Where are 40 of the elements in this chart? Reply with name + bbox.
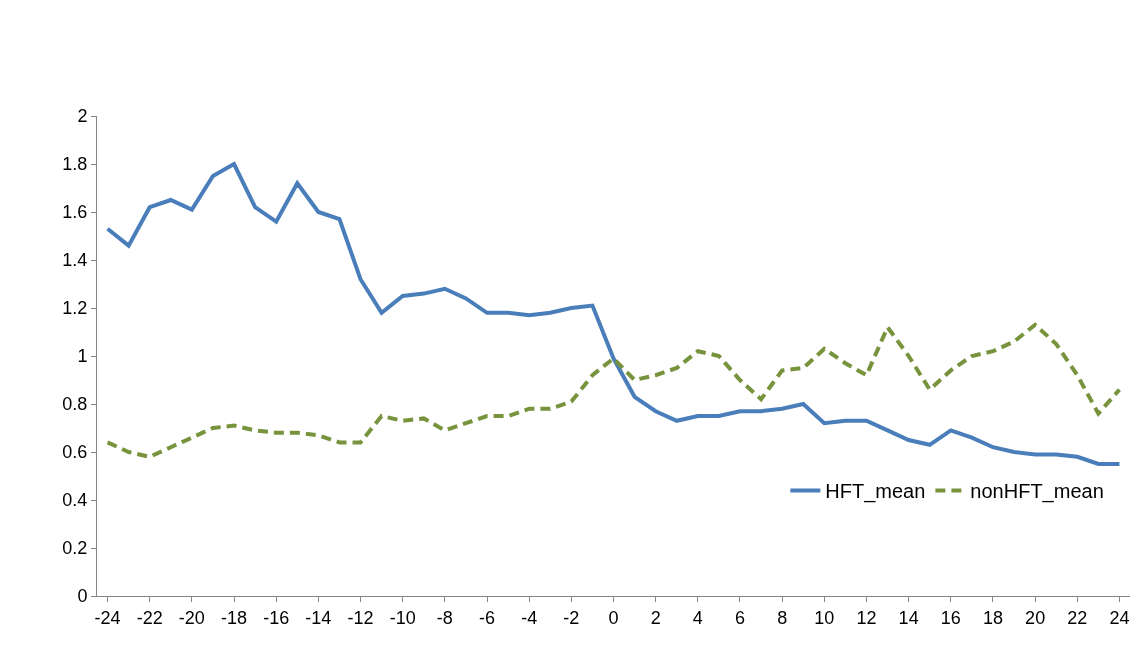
x-tick-label: 14 — [898, 607, 919, 628]
x-tick-label: 22 — [1067, 607, 1088, 628]
x-tick-label: -8 — [436, 607, 453, 628]
x-tick-label: 2 — [650, 607, 661, 628]
y-tick-label: 0.8 — [62, 394, 88, 415]
x-tick-label: 8 — [777, 607, 788, 628]
x-tick-label: 24 — [1109, 607, 1130, 628]
x-tick-label: -24 — [94, 607, 121, 628]
y-tick-label: 0.4 — [62, 490, 88, 511]
legend-label: HFT_mean — [825, 480, 926, 504]
x-tick-label: 0 — [608, 607, 619, 628]
x-tick-label: -14 — [305, 607, 332, 628]
x-tick-label: -12 — [347, 607, 374, 628]
y-tick-label: 1.4 — [62, 250, 88, 271]
line-series — [105, 322, 1122, 459]
y-tick-label: 1.2 — [62, 298, 88, 319]
x-tick-label: 16 — [940, 607, 961, 628]
x-tick-label: 12 — [856, 607, 877, 628]
x-tick-label: 18 — [982, 607, 1003, 628]
y-tick-label: 0 — [77, 586, 88, 607]
x-tick-label: 20 — [1025, 607, 1046, 628]
legend-label: nonHFT_mean — [970, 480, 1104, 504]
y-tick-label: 2 — [77, 106, 88, 127]
y-tick-label: 1.8 — [62, 154, 88, 175]
y-tick-label: 1 — [77, 346, 88, 367]
x-tick-label: 6 — [734, 607, 745, 628]
x-tick-label: -10 — [389, 607, 416, 628]
y-tick-label: 0.6 — [62, 442, 88, 463]
x-tick-label: -20 — [178, 607, 205, 628]
y-tick-label: 0.2 — [62, 538, 88, 559]
x-tick-label: 10 — [814, 607, 835, 628]
x-tick-label: -22 — [136, 607, 163, 628]
y-tick-label: 1.6 — [62, 202, 88, 223]
x-tick-label: -2 — [563, 607, 580, 628]
x-tick-label: -4 — [521, 607, 538, 628]
x-tick-label: -16 — [263, 607, 290, 628]
x-tick-label: -6 — [479, 607, 496, 628]
line-series — [105, 162, 1122, 466]
x-tick-label: 4 — [692, 607, 703, 628]
x-tick-label: -18 — [221, 607, 248, 628]
